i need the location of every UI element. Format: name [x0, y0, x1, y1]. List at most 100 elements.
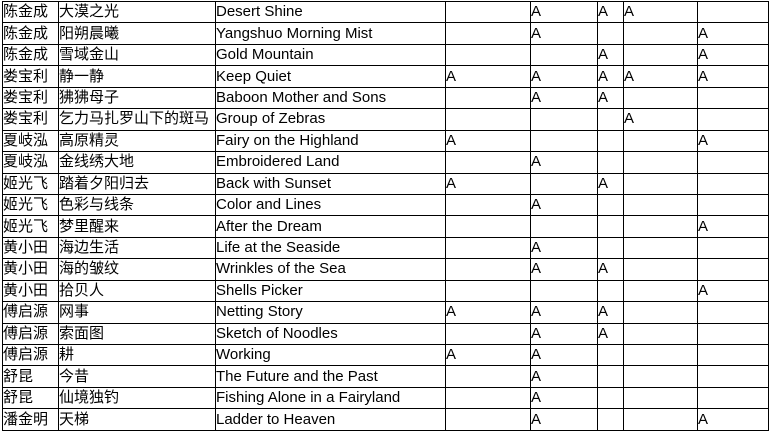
mark-cell[interactable]: A [697, 22, 769, 45]
english-title-cell[interactable]: Shells Picker [215, 279, 446, 303]
author-cell[interactable]: 傅启源 [2, 322, 59, 346]
mark-cell[interactable]: A [697, 43, 769, 67]
mark-cell[interactable]: A [530, 151, 598, 174]
mark-cell[interactable] [623, 22, 698, 45]
author-cell[interactable]: 娄宝利 [2, 86, 59, 110]
chinese-title-cell[interactable]: 乞力马扎罗山下的斑马 [58, 108, 216, 131]
author-cell[interactable]: 陈金成 [2, 22, 59, 45]
mark-cell[interactable]: A [530, 86, 598, 110]
author-cell[interactable]: 夏岐泓 [2, 151, 59, 174]
english-title-cell[interactable]: Yangshuo Morning Mist [215, 22, 446, 45]
mark-cell[interactable] [597, 22, 624, 45]
mark-cell[interactable] [623, 279, 698, 303]
chinese-title-cell[interactable]: 大漠之光 [58, 0, 216, 24]
mark-cell[interactable] [623, 236, 698, 260]
mark-cell[interactable] [697, 386, 769, 410]
mark-cell[interactable] [623, 322, 698, 346]
mark-cell[interactable]: A [530, 365, 598, 388]
mark-cell[interactable] [623, 365, 698, 388]
mark-cell[interactable] [445, 236, 531, 260]
mark-cell[interactable] [445, 258, 531, 281]
mark-cell[interactable]: A [623, 0, 698, 24]
mark-cell[interactable] [697, 322, 769, 346]
mark-cell[interactable]: A [530, 22, 598, 45]
mark-cell[interactable] [597, 108, 624, 131]
mark-cell[interactable] [623, 86, 698, 110]
mark-cell[interactable] [530, 215, 598, 238]
mark-cell[interactable]: A [530, 343, 598, 367]
mark-cell[interactable] [697, 343, 769, 367]
mark-cell[interactable] [623, 386, 698, 410]
mark-cell[interactable] [597, 215, 624, 238]
english-title-cell[interactable]: Fishing Alone in a Fairyland [215, 386, 446, 410]
mark-cell[interactable] [623, 258, 698, 281]
english-title-cell[interactable]: Netting Story [215, 301, 446, 324]
mark-cell[interactable] [597, 343, 624, 367]
english-title-cell[interactable]: Gold Mountain [215, 43, 446, 67]
chinese-title-cell[interactable]: 拾贝人 [58, 279, 216, 303]
english-title-cell[interactable]: Sketch of Noodles [215, 322, 446, 346]
mark-cell[interactable]: A [597, 86, 624, 110]
author-cell[interactable]: 舒昆 [2, 365, 59, 388]
mark-cell[interactable] [623, 301, 698, 324]
author-cell[interactable]: 姬光飞 [2, 193, 59, 217]
chinese-title-cell[interactable]: 静一静 [58, 65, 216, 88]
mark-cell[interactable]: A [697, 65, 769, 88]
mark-cell[interactable]: A [597, 301, 624, 324]
mark-cell[interactable] [623, 408, 698, 431]
mark-cell[interactable]: A [530, 65, 598, 88]
english-title-cell[interactable]: Baboon Mother and Sons [215, 86, 446, 110]
mark-cell[interactable] [623, 193, 698, 217]
mark-cell[interactable] [445, 322, 531, 346]
mark-cell[interactable]: A [697, 129, 769, 153]
english-title-cell[interactable]: Group of Zebras [215, 108, 446, 131]
mark-cell[interactable] [597, 279, 624, 303]
mark-cell[interactable]: A [697, 215, 769, 238]
mark-cell[interactable] [697, 108, 769, 131]
author-cell[interactable]: 傅启源 [2, 343, 59, 367]
mark-cell[interactable] [445, 0, 531, 24]
english-title-cell[interactable]: Fairy on the Highland [215, 129, 446, 153]
mark-cell[interactable] [697, 258, 769, 281]
english-title-cell[interactable]: Life at the Seaside [215, 236, 446, 260]
chinese-title-cell[interactable]: 仙境独钓 [58, 386, 216, 410]
english-title-cell[interactable]: Working [215, 343, 446, 367]
mark-cell[interactable] [445, 108, 531, 131]
mark-cell[interactable]: A [597, 43, 624, 67]
mark-cell[interactable] [597, 408, 624, 431]
chinese-title-cell[interactable]: 雪域金山 [58, 43, 216, 67]
chinese-title-cell[interactable]: 今昔 [58, 365, 216, 388]
chinese-title-cell[interactable]: 狒狒母子 [58, 86, 216, 110]
mark-cell[interactable] [623, 343, 698, 367]
mark-cell[interactable] [597, 129, 624, 153]
chinese-title-cell[interactable]: 梦里醒来 [58, 215, 216, 238]
mark-cell[interactable] [597, 365, 624, 388]
mark-cell[interactable]: A [530, 193, 598, 217]
mark-cell[interactable] [445, 151, 531, 174]
chinese-title-cell[interactable]: 高原精灵 [58, 129, 216, 153]
mark-cell[interactable]: A [530, 322, 598, 346]
author-cell[interactable]: 黄小田 [2, 258, 59, 281]
mark-cell[interactable] [445, 386, 531, 410]
mark-cell[interactable]: A [697, 408, 769, 431]
mark-cell[interactable] [697, 193, 769, 217]
mark-cell[interactable]: A [597, 65, 624, 88]
mark-cell[interactable] [597, 193, 624, 217]
english-title-cell[interactable]: After the Dream [215, 215, 446, 238]
mark-cell[interactable]: A [530, 408, 598, 431]
author-cell[interactable]: 陈金成 [2, 0, 59, 24]
mark-cell[interactable]: A [597, 258, 624, 281]
mark-cell[interactable] [530, 129, 598, 153]
mark-cell[interactable] [623, 43, 698, 67]
mark-cell[interactable] [697, 0, 769, 24]
mark-cell[interactable] [530, 108, 598, 131]
mark-cell[interactable]: A [445, 343, 531, 367]
mark-cell[interactable]: A [623, 65, 698, 88]
mark-cell[interactable] [697, 86, 769, 110]
mark-cell[interactable] [697, 151, 769, 174]
chinese-title-cell[interactable]: 金线绣大地 [58, 151, 216, 174]
mark-cell[interactable]: A [597, 172, 624, 195]
author-cell[interactable]: 傅启源 [2, 301, 59, 324]
author-cell[interactable]: 黄小田 [2, 279, 59, 303]
author-cell[interactable]: 娄宝利 [2, 108, 59, 131]
